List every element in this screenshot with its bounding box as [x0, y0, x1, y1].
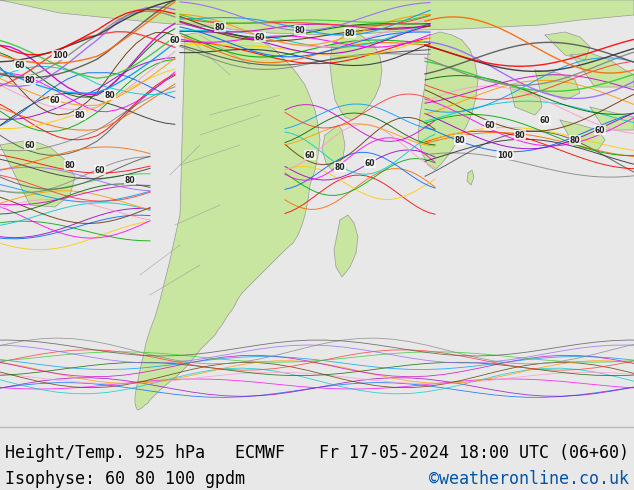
Text: 60: 60 [49, 96, 60, 104]
Text: 80: 80 [125, 175, 135, 185]
Text: 80: 80 [75, 111, 86, 120]
Text: 80: 80 [215, 23, 225, 31]
Polygon shape [510, 87, 542, 115]
Text: 80: 80 [515, 130, 526, 140]
Text: 60: 60 [540, 116, 550, 124]
Polygon shape [545, 32, 590, 60]
Text: 60: 60 [170, 35, 180, 45]
Polygon shape [135, 32, 320, 410]
Text: Fr 17-05-2024 18:00 UTC (06+60): Fr 17-05-2024 18:00 UTC (06+60) [319, 444, 629, 462]
Text: Height/Temp. 925 hPa   ECMWF: Height/Temp. 925 hPa ECMWF [5, 444, 285, 462]
Text: 80: 80 [335, 163, 346, 172]
Text: 100: 100 [497, 150, 513, 160]
Polygon shape [0, 140, 75, 207]
Text: 80: 80 [105, 91, 115, 99]
Polygon shape [467, 170, 474, 185]
Text: Isophyse: 60 80 100 gpdm: Isophyse: 60 80 100 gpdm [5, 470, 245, 488]
Text: 60: 60 [25, 141, 36, 149]
Polygon shape [418, 32, 478, 170]
Text: 80: 80 [455, 136, 465, 145]
Polygon shape [590, 107, 634, 130]
Text: 60: 60 [365, 158, 375, 168]
Text: 80: 80 [570, 136, 580, 145]
Text: 60: 60 [595, 125, 605, 134]
Polygon shape [570, 53, 634, 87]
Polygon shape [334, 215, 358, 277]
Text: 60: 60 [15, 60, 25, 70]
Text: 80: 80 [25, 75, 36, 84]
Polygon shape [0, 0, 634, 35]
Text: 60: 60 [485, 121, 495, 129]
Text: 80: 80 [345, 28, 355, 38]
Text: 100: 100 [52, 50, 68, 59]
Polygon shape [560, 120, 605, 150]
Text: 60: 60 [94, 166, 105, 174]
Text: 60: 60 [305, 150, 315, 160]
Polygon shape [535, 70, 580, 100]
Text: 80: 80 [295, 25, 306, 34]
Text: ©weatheronline.co.uk: ©weatheronline.co.uk [429, 470, 629, 488]
Text: 80: 80 [65, 161, 75, 170]
Polygon shape [330, 33, 382, 120]
Text: 60: 60 [255, 32, 265, 42]
Polygon shape [322, 125, 345, 170]
